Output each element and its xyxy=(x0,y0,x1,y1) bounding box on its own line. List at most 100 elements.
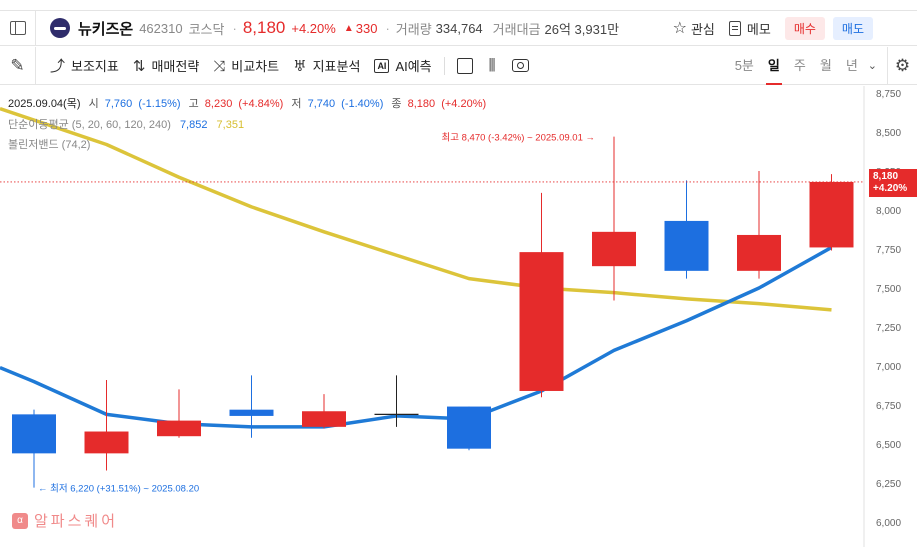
strategy-label: 매매전략 xyxy=(151,59,200,74)
strategy-icon: ⇅ xyxy=(132,56,146,75)
y-axis-tick-label: 8,750 xyxy=(876,89,901,100)
memo-button[interactable]: 메모 xyxy=(728,19,771,38)
memo-icon xyxy=(728,20,741,36)
current-price-tag: 8,180 +4.20% xyxy=(869,169,917,197)
high-pct: (+4.84%) xyxy=(238,98,284,110)
legend-date: 2025.09.04(목) xyxy=(8,98,81,110)
sell-button[interactable]: 매도 xyxy=(832,16,873,40)
candle-body xyxy=(12,414,56,454)
alphasquare-logo-icon: α xyxy=(12,512,28,529)
y-axis-tick-label: 6,250 xyxy=(876,479,901,490)
up-arrow-icon: ▲ xyxy=(343,22,354,34)
candle-body xyxy=(157,420,201,437)
ma-params: (5, 20, 60, 120, 240) xyxy=(71,119,171,131)
period-day[interactable]: 일 xyxy=(765,47,782,85)
compare-chart-button[interactable]: ⤨ 비교차트 xyxy=(213,56,279,75)
bollinger-legend[interactable]: 볼린저밴드 (74,2) xyxy=(8,136,90,152)
y-axis-tick-label: 7,750 xyxy=(876,245,901,256)
candle-body xyxy=(447,406,491,449)
bb-params: (74,2) xyxy=(61,139,91,151)
watermark-text: 알파스퀘어 xyxy=(34,513,119,530)
bb-label: 볼린저밴드 xyxy=(8,139,59,151)
ohlc-legend: 2025.09.04(목) 시 7,760 (-1.15%) 고 8,230 (… xyxy=(8,95,486,111)
current-price: 8,180 xyxy=(242,18,286,37)
low-value: 7,740 xyxy=(307,98,336,110)
ma5-value: 7,852 xyxy=(179,119,208,131)
candle-body xyxy=(302,411,346,427)
turnover-value: 26억 3,931만 xyxy=(544,21,620,37)
indicators-button[interactable]: ⤴ 보조지표 xyxy=(50,55,119,76)
square-icon[interactable] xyxy=(456,57,473,74)
y-axis-tick-label: 7,250 xyxy=(876,323,901,334)
stock-logo xyxy=(50,18,70,38)
period-week[interactable]: 주 xyxy=(793,57,806,73)
period-month[interactable]: 월 xyxy=(819,57,832,73)
sidebar-toggle-button[interactable] xyxy=(0,11,36,45)
high-label: 고 xyxy=(188,98,199,110)
separator-dot: · xyxy=(385,20,390,36)
candle-body xyxy=(519,252,564,391)
candlestick-chart[interactable]: 8,7508,5008,2508,0007,7507,5007,2507,000… xyxy=(0,86,917,547)
high-value: 8,230 xyxy=(204,98,233,110)
candle-body xyxy=(229,409,274,416)
camera-icon[interactable] xyxy=(511,59,529,72)
candle-body xyxy=(809,181,854,248)
ai-label: AI예측 xyxy=(395,59,432,74)
watermark: α 알파스퀘어 xyxy=(12,510,118,531)
ma20-line xyxy=(0,106,832,312)
period-5min[interactable]: 5분 xyxy=(734,57,754,73)
market-label: 코스닥 xyxy=(188,21,225,37)
sidebar-icon xyxy=(9,21,26,35)
favorite-button[interactable]: ☆ 관심 xyxy=(673,18,715,38)
indicator-analysis-button[interactable]: ♅ 지표분석 xyxy=(293,56,360,75)
star-icon: ☆ xyxy=(672,20,687,37)
candle-body xyxy=(737,234,781,271)
price-tag-pct: +4.20% xyxy=(873,183,908,194)
candle-body xyxy=(664,220,709,271)
candle-body xyxy=(592,231,636,267)
shuffle-icon: ⤨ xyxy=(213,56,226,75)
pattern-label: 지표분석 xyxy=(312,59,361,74)
toolbar-divider xyxy=(443,56,445,75)
ai-icon: AI xyxy=(374,58,390,73)
close-pct: (+4.20%) xyxy=(441,98,487,110)
chevron-down-icon[interactable]: ⌄ xyxy=(867,60,877,72)
close-label: 종 xyxy=(391,98,402,110)
ma-legend[interactable]: 단순이동평균 (5, 20, 60, 120, 240) 7,852 7,351 xyxy=(8,116,244,132)
y-axis-tick-label: 6,500 xyxy=(876,440,901,451)
settings-button[interactable]: ⚙ xyxy=(887,46,917,85)
price-tag-value: 8,180 xyxy=(873,171,899,182)
pencil-icon: ✎ xyxy=(10,55,25,75)
candlestick-icon[interactable]: ⫼ xyxy=(488,57,496,74)
volume-value: 334,764 xyxy=(435,20,483,36)
stock-header: 뉴키즈온 462310 코스닥 · 8,180 +4.20% ▲ 330 · 거… xyxy=(0,10,917,46)
strategy-button[interactable]: ⇅ 매매전략 xyxy=(133,56,199,75)
candle-body xyxy=(84,431,129,454)
separator-dot: · xyxy=(232,20,237,36)
favorite-label: 관심 xyxy=(690,21,715,37)
open-pct: (-1.15%) xyxy=(138,98,181,110)
y-axis-tick-label: 8,500 xyxy=(876,128,901,139)
close-value: 8,180 xyxy=(407,98,436,110)
turnover-label: 거래대금 xyxy=(492,21,541,37)
change-percent: +4.20% xyxy=(291,20,336,36)
y-axis-tick-label: 7,000 xyxy=(876,362,901,373)
indicator-icon: ⤴ xyxy=(50,57,66,75)
drawing-tool-button[interactable]: ✎ xyxy=(0,46,36,85)
indicators-label: 보조지표 xyxy=(71,59,119,74)
ma20-value: 7,351 xyxy=(216,119,245,131)
y-axis-tick-label: 6,000 xyxy=(876,518,901,529)
compare-label: 비교차트 xyxy=(231,59,280,74)
period-year[interactable]: 년 xyxy=(845,57,858,73)
stock-name[interactable]: 뉴키즈온 xyxy=(78,20,134,38)
highest-price-annotation: 최고 8,470 (-3.42%) ~ 2025.09.01 → xyxy=(442,133,595,144)
low-label: 저 xyxy=(291,98,302,110)
gear-icon: ⚙ xyxy=(894,55,911,75)
ai-forecast-button[interactable]: AI AI예측 xyxy=(374,56,432,75)
stock-code: 462310 xyxy=(139,20,183,36)
change-amount: 330 xyxy=(355,20,378,36)
period-selector: 5분 일 주 월 년 ⌄ ⚙ xyxy=(721,46,917,85)
buy-button[interactable]: 매수 xyxy=(784,16,825,40)
lowest-price-annotation: ← 최저 6,220 (+31.51%) ~ 2025.08.20 xyxy=(38,484,199,495)
candles-icon: ♅ xyxy=(293,56,307,75)
